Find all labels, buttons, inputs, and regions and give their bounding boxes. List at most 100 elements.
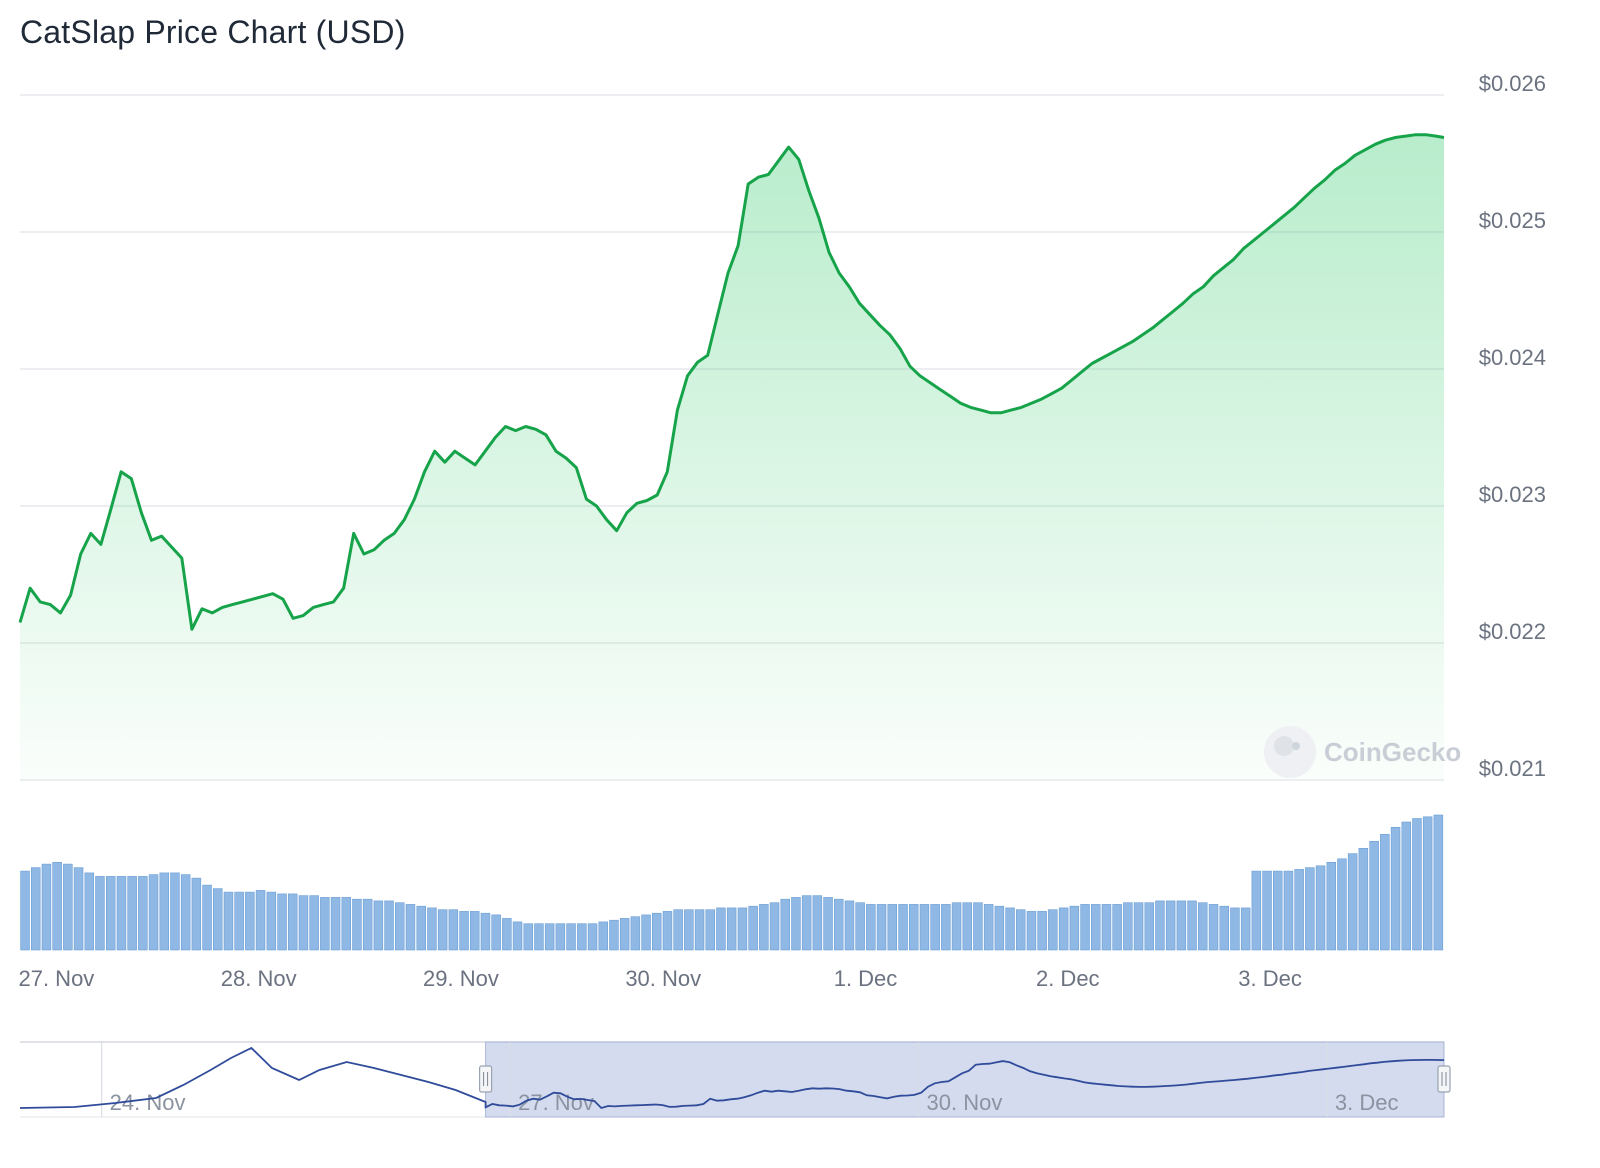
volume-bar — [405, 904, 416, 951]
volume-bar — [930, 904, 940, 951]
volume-bar — [1144, 902, 1155, 951]
volume-bar — [1390, 826, 1401, 951]
volume-bars — [20, 814, 1444, 951]
volume-bar — [523, 923, 533, 951]
volume-bar — [459, 911, 469, 951]
volume-bar — [1305, 867, 1315, 951]
volume-bar — [491, 914, 501, 951]
volume-bar — [898, 904, 908, 951]
coingecko-watermark: CoinGecko — [1264, 726, 1461, 778]
volume-bar — [1219, 905, 1230, 951]
volume-bar — [213, 888, 223, 951]
volume-bar — [1208, 904, 1219, 951]
volume-bar — [1422, 816, 1433, 951]
volume-bar — [833, 898, 844, 951]
volume-bar — [780, 898, 790, 951]
volume-bar — [1315, 865, 1326, 951]
volume-bar — [148, 874, 159, 951]
volume-bar — [106, 876, 116, 951]
handle-grip[interactable] — [1437, 1065, 1451, 1093]
volume-bar — [566, 923, 576, 951]
chart-title: CatSlap Price Chart (USD) — [20, 14, 406, 50]
volume-bar — [1037, 911, 1047, 951]
volume-bar — [1112, 904, 1122, 951]
navigator-tick-label: 3. Dec — [1335, 1090, 1399, 1115]
volume-bar — [919, 904, 930, 951]
x-tick-label: 2. Dec — [1036, 966, 1100, 991]
volume-bar — [951, 902, 962, 951]
volume-bar — [180, 874, 191, 951]
volume-bar — [30, 867, 41, 951]
volume-bar — [245, 891, 255, 951]
volume-bar — [384, 900, 394, 951]
volume-bar — [705, 909, 715, 951]
volume-bar — [202, 884, 212, 951]
volume-bar — [812, 895, 823, 951]
x-tick-label: 1. Dec — [834, 966, 898, 991]
volume-bar — [84, 872, 95, 951]
volume-bar — [908, 904, 919, 951]
handle-grip[interactable] — [478, 1065, 493, 1093]
volume-bar — [116, 876, 127, 951]
volume-bar — [1401, 821, 1412, 951]
volume-bar — [1176, 900, 1187, 951]
volume-bar — [726, 907, 737, 951]
volume-bar — [63, 863, 73, 951]
navigator-right-handle[interactable] — [1437, 1065, 1451, 1093]
volume-bar — [266, 891, 277, 951]
volume-bar — [1240, 907, 1251, 951]
volume-bar — [694, 909, 705, 951]
volume-bar — [577, 923, 587, 951]
volume-bar — [512, 921, 523, 951]
volume-bar — [1123, 902, 1133, 951]
volume-bar — [1347, 853, 1358, 951]
volume-bar — [287, 893, 298, 951]
volume-bar — [448, 909, 459, 951]
volume-bar — [480, 912, 491, 951]
volume-bar — [1273, 870, 1283, 951]
volume-bar — [1005, 907, 1015, 951]
x-tick-label: 29. Nov — [423, 966, 499, 991]
navigator-tick-label: 30. Nov — [927, 1090, 1003, 1115]
volume-bar — [1101, 904, 1112, 951]
volume-bar — [1080, 904, 1090, 951]
navigator-left-handle[interactable] — [478, 1065, 493, 1093]
volume-bar — [983, 904, 994, 951]
y-axis: $0.026 $0.025 $0.024 $0.023 $0.022 $0.021 — [1479, 71, 1546, 781]
y-tick-label: $0.026 — [1479, 71, 1546, 96]
volume-bar — [52, 861, 62, 951]
navigator-tick-label: 27. Nov — [518, 1090, 594, 1115]
volume-bar — [1433, 814, 1444, 951]
x-axis: 27. Nov 28. Nov 29. Nov 30. Nov 1. Dec 2. Dec… — [18, 966, 1301, 991]
volume-bar — [1380, 833, 1390, 951]
volume-bar — [994, 905, 1005, 951]
volume-bar — [427, 907, 437, 951]
volume-bar — [866, 904, 876, 951]
volume-bar — [277, 893, 287, 951]
x-tick-label: 3. Dec — [1238, 966, 1302, 991]
volume-bar — [769, 902, 780, 951]
volume-bar — [191, 877, 202, 951]
range-navigator[interactable]: 24. Nov 27. Nov 30. Nov 3. Dec — [19, 1041, 1451, 1118]
volume-bar — [855, 902, 865, 951]
volume-bar — [791, 897, 801, 951]
volume-bar — [1412, 818, 1422, 951]
volume-bar — [223, 891, 234, 951]
volume-bar — [330, 897, 341, 951]
volume-bar — [1337, 858, 1347, 951]
volume-bar — [651, 912, 662, 951]
volume-bar — [1015, 909, 1026, 951]
x-tick-label: 27. Nov — [18, 966, 94, 991]
volume-bar — [844, 900, 855, 951]
volume-bar — [394, 902, 405, 951]
volume-bar — [127, 876, 137, 951]
volume-bar — [973, 902, 983, 951]
volume-bar — [609, 919, 619, 951]
volume-bar — [309, 895, 319, 951]
volume-bar — [1230, 907, 1240, 951]
volume-bar — [555, 923, 566, 951]
watermark-text: CoinGecko — [1324, 737, 1461, 767]
volume-bar — [95, 876, 105, 951]
volume-bar — [1048, 909, 1058, 951]
y-tick-label: $0.023 — [1479, 482, 1546, 507]
